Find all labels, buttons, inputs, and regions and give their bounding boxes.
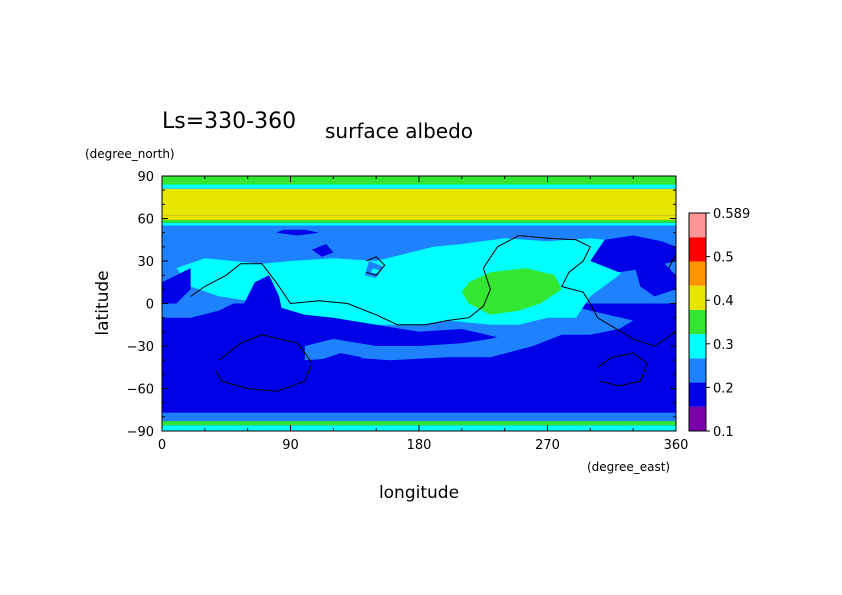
colorbar-swatch-3 (689, 334, 706, 359)
x-tick-label-1: 90 (282, 438, 299, 453)
lat-band-2 (162, 416, 676, 422)
albedo-region-12 (311, 244, 334, 257)
colorbar-swatch-0 (689, 406, 706, 431)
albedo-region-9 (162, 268, 191, 304)
y-axis-label: latitude (93, 270, 113, 335)
y-tick-label-2: 30 (137, 255, 154, 270)
axis-ticks: 0 90 180 270 360 90 60 30 0 −30 −60 −90 (127, 170, 689, 453)
y-tick-label-3: 0 (146, 298, 154, 313)
lat-band-10 (162, 193, 676, 216)
x-tick-label-3: 270 (535, 438, 560, 453)
lat-band-9 (162, 215, 676, 220)
contour-line-1 (215, 334, 313, 392)
y-tick-label-4: −30 (127, 340, 154, 355)
albedo-region-0 (162, 310, 676, 380)
title-season: Ls=330-360 (162, 109, 296, 134)
lat-band-7 (162, 222, 676, 226)
y-tick-label-6: −90 (127, 425, 154, 440)
colorbar-label-3: 0.4 (713, 294, 734, 309)
heatmap-plot (162, 176, 676, 431)
colorbar-swatch-6 (689, 261, 706, 286)
albedo-region-11 (319, 353, 362, 368)
contour-line-0 (190, 234, 676, 347)
colorbar-label-0: 0.1 (713, 425, 734, 440)
colorbar-frame (688, 212, 707, 432)
albedo-region-6 (219, 275, 305, 361)
lat-band-1 (162, 421, 676, 426)
y-unit-label: (degree_north) (85, 147, 175, 161)
colorbar-swatch-1 (689, 382, 706, 407)
colorbar-swatch-2 (689, 358, 706, 383)
colorbar-label-4: 0.5 (713, 251, 734, 266)
colorbar-label-5: 0.589 (713, 207, 750, 222)
colorbar-swatch-7 (689, 237, 706, 262)
y-tick-label-1: 60 (137, 213, 154, 228)
chart-title: surface albedo (325, 119, 473, 143)
colorbar-swatch-8 (689, 213, 706, 238)
colorbar: 0.1 0.2 0.3 0.4 0.5 0.589 (688, 207, 750, 440)
colorbar-swatch-4 (689, 309, 706, 335)
albedo-region-8 (276, 229, 320, 236)
colorbar-label-2: 0.3 (713, 338, 734, 353)
x-tick-label-0: 0 (158, 438, 166, 453)
contour-line-3 (366, 256, 386, 276)
y-tick-label-5: −60 (127, 383, 154, 398)
lat-band-11 (162, 188, 676, 193)
albedo-region-10 (633, 253, 676, 297)
contour-line-2 (597, 352, 649, 387)
lat-band-8 (162, 219, 676, 223)
lat-band-12 (162, 184, 676, 189)
colorbar-label-1: 0.2 (713, 381, 734, 396)
x-tick-label-2: 180 (407, 438, 432, 453)
x-axis-label: longitude (379, 483, 459, 503)
albedo-region-14 (370, 268, 381, 274)
colorbar-swatch-5 (689, 285, 706, 310)
x-tick-label-4: 360 (664, 438, 689, 453)
albedo-region-1 (347, 381, 676, 395)
x-unit-label: (degree_east) (587, 460, 670, 474)
lat-band-3 (162, 412, 676, 417)
y-tick-label-0: 90 (137, 170, 154, 185)
